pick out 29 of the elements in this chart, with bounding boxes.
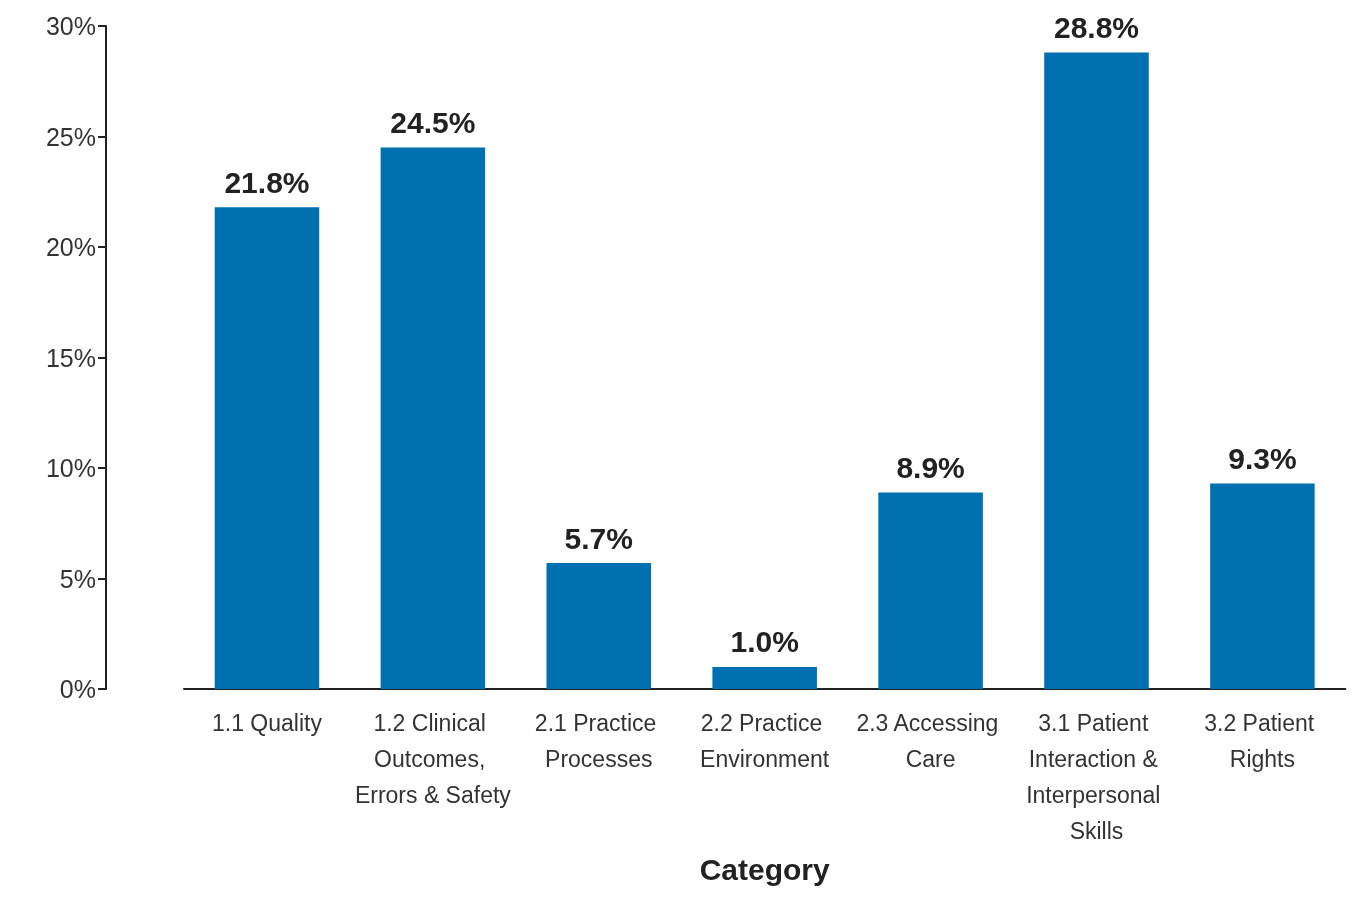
data-label: 5.7% [564, 521, 633, 555]
x-axis-title: Category [699, 852, 830, 886]
data-label: 8.9% [896, 450, 965, 484]
x-tick-label: 3.2 Patient Rights [1204, 710, 1321, 773]
data-label: 1.0% [730, 625, 799, 659]
bar [878, 492, 983, 690]
data-label: 28.8% [1053, 11, 1140, 45]
y-tick-label: 30% [45, 12, 96, 40]
y-tick-label: 10% [45, 454, 96, 483]
x-tick-label: 2.3 Accessing Care [856, 710, 1005, 773]
x-tick-label: 2.1 Practice Processes [534, 710, 663, 773]
bar [712, 667, 817, 690]
bar [214, 207, 320, 690]
bar [1210, 483, 1315, 690]
data-label: 9.3% [1228, 442, 1297, 476]
data-label: 24.5% [390, 106, 476, 140]
x-tick-label: 2.2 Practice Environment [700, 710, 830, 773]
y-tick-label: 15% [45, 343, 96, 372]
x-tick-label: 3.1 Patient Interaction & Interpersonal Skills [1026, 710, 1167, 845]
x-tick-label: 1.2 Clinical Outcomes, Errors & Safety [354, 710, 512, 809]
bar [546, 563, 652, 690]
x-tick-label: 1.1 Quality [211, 710, 323, 737]
y-tick-label: 25% [45, 122, 96, 151]
bar [380, 147, 486, 690]
y-tick-label: 0% [59, 675, 96, 704]
data-label: 21.8% [224, 165, 310, 199]
y-tick-label: 5% [59, 564, 96, 593]
y-tick-label: 20% [45, 233, 96, 262]
bar [1044, 52, 1149, 690]
